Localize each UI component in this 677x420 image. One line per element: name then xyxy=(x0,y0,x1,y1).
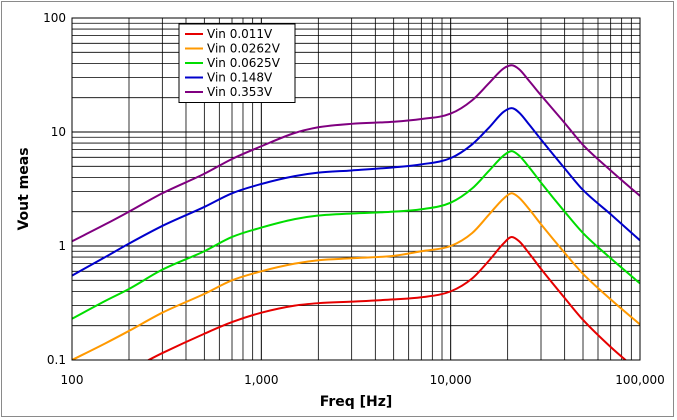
y-tick-labels: 0.1 1 10 100 xyxy=(43,11,66,367)
legend-label: Vin 0.0625V xyxy=(207,56,281,70)
x-axis-label: Freq [Hz] xyxy=(320,394,393,410)
x-tick-label: 100,000 xyxy=(615,373,665,387)
series-group xyxy=(72,64,640,360)
legend-label: Vin 0.353V xyxy=(207,85,273,99)
series-line-4 xyxy=(72,107,640,277)
x-tick-labels: 100 1,000 10,000 100,000 xyxy=(61,373,665,387)
series-line-3 xyxy=(72,150,640,320)
series-line-2 xyxy=(72,192,640,360)
series-line-1 xyxy=(146,235,628,360)
y-tick-label: 1 xyxy=(58,239,66,253)
y-tick-label: 100 xyxy=(43,11,66,25)
y-tick-label: 10 xyxy=(51,125,66,139)
plot-border xyxy=(71,17,641,361)
x-tick-label: 100 xyxy=(61,373,84,387)
legend-label: Vin 0.0262V xyxy=(207,42,281,56)
x-tick-label: 1,000 xyxy=(244,373,278,387)
y-tick-label: 0.1 xyxy=(47,353,66,367)
series-line-5 xyxy=(72,64,640,243)
legend-label: Vin 0.011V xyxy=(207,27,273,41)
legend-label: Vin 0.148V xyxy=(207,71,273,85)
x-tick-label: 10,000 xyxy=(430,373,472,387)
y-axis-label: Vout meas xyxy=(16,147,32,230)
grid xyxy=(72,18,640,360)
